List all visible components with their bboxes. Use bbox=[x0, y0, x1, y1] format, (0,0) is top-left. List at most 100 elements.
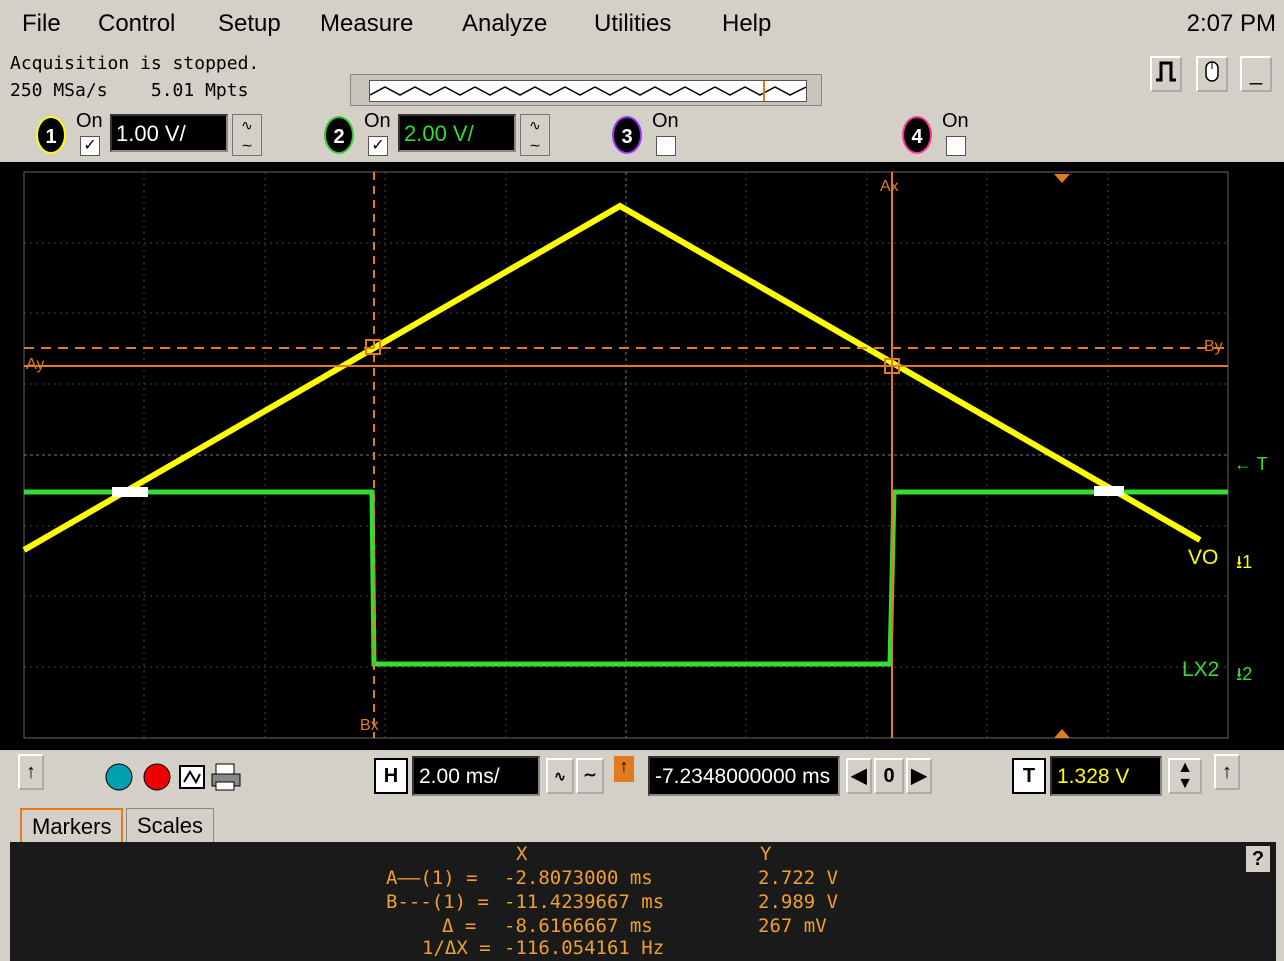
channel-1-scale[interactable]: 1.00 V/ bbox=[110, 114, 228, 152]
marker-readout-panel: X Y A——(1) = -2.8073000 ms 2.722 V B---(… bbox=[10, 842, 1276, 961]
delay-field[interactable]: -7.2348000000 ms bbox=[648, 756, 840, 796]
channel-4-badge[interactable]: 4 bbox=[902, 116, 932, 154]
single-button[interactable] bbox=[178, 764, 206, 795]
clock: 2:07 PM bbox=[1186, 10, 1276, 37]
delay-zero-button[interactable]: 0 bbox=[874, 758, 904, 794]
marker-b-x: -11.4239667 ms bbox=[504, 891, 665, 913]
delay-right-button[interactable]: ▶ bbox=[906, 758, 932, 794]
menu-control[interactable]: Control bbox=[98, 10, 176, 37]
help-button[interactable]: ? bbox=[1246, 846, 1270, 872]
channel-2-label: LX2 bbox=[1182, 658, 1220, 681]
mouse-mode-button[interactable] bbox=[1196, 56, 1228, 92]
delay-reference-icon: ↑ bbox=[614, 756, 634, 782]
marker-bx-label: Bx bbox=[360, 717, 379, 734]
channel-1-checkbox[interactable]: ✓ bbox=[80, 136, 100, 156]
channel-2-badge[interactable]: 2 bbox=[324, 116, 354, 154]
channel-3-badge[interactable]: 3 bbox=[612, 116, 642, 154]
channel-4-checkbox[interactable] bbox=[946, 136, 966, 156]
marker-a-handle[interactable] bbox=[884, 358, 900, 374]
waveform-mode-button[interactable] bbox=[1150, 56, 1182, 92]
printer-icon bbox=[211, 763, 241, 791]
minimize-icon: _ bbox=[1249, 60, 1263, 85]
marker-delta-label: Δ = bbox=[442, 915, 477, 937]
marker-delta-y: 267 mV bbox=[758, 915, 827, 937]
spinner-arrows-icon: ▲ ▼ bbox=[1177, 759, 1193, 792]
print-button[interactable] bbox=[210, 762, 242, 797]
trace-overlap-left bbox=[112, 487, 148, 497]
trigger-level-spinner[interactable]: ▲ ▼ bbox=[1168, 758, 1202, 794]
minimize-button[interactable]: _ bbox=[1240, 56, 1272, 92]
channel-2-ground-marker[interactable]: ⭳2 bbox=[1236, 664, 1253, 684]
marker-a-y: 2.722 V bbox=[758, 867, 839, 889]
menu-file[interactable]: File bbox=[22, 10, 61, 37]
channel-1-badge[interactable]: 1 bbox=[36, 116, 66, 154]
status-line-2: 250 MSa/s 5.01 Mpts bbox=[10, 80, 249, 101]
marker-inverse-delta-label: 1/ΔX = bbox=[422, 937, 491, 959]
menu-analyze[interactable]: Analyze bbox=[462, 10, 548, 37]
delay-left-button[interactable]: ◀ bbox=[846, 758, 872, 794]
wave-icon: ∼ bbox=[583, 767, 597, 784]
pulse-icon bbox=[1156, 61, 1176, 82]
trigger-position-top[interactable] bbox=[1054, 174, 1070, 183]
overview-window bbox=[369, 80, 807, 102]
trigger-label: T bbox=[1012, 758, 1046, 794]
marker-header-y: Y bbox=[760, 843, 772, 865]
menu-bar: File Control Setup Measure Analyze Utili… bbox=[0, 0, 1284, 46]
marker-a-label: A——(1) = bbox=[386, 867, 478, 889]
channel-3-on-label: On bbox=[652, 110, 679, 132]
expand-left-button[interactable]: ↑ bbox=[18, 754, 44, 790]
channel-1-scale-spinner[interactable]: ∿ ∼ bbox=[232, 114, 262, 156]
marker-ay-label: Ay bbox=[26, 356, 45, 373]
channel-2-checkbox[interactable]: ✓ bbox=[368, 136, 388, 156]
channel-3-checkbox[interactable] bbox=[656, 136, 676, 156]
expand-right-button[interactable]: ↑ bbox=[1214, 754, 1240, 790]
channel-2-trace bbox=[24, 489, 1228, 667]
scope-display[interactable]: Ax Bx Ay By ← T VO ⭳1 LX2 ⭳2 bbox=[0, 162, 1284, 750]
channel-1-label: VO bbox=[1188, 546, 1219, 569]
horizontal-fine-button[interactable]: ∿ bbox=[546, 758, 574, 794]
tab-strip: Markers Scales bbox=[0, 806, 1284, 844]
channel-2-on-label: On bbox=[364, 110, 391, 132]
run-circle-icon bbox=[105, 763, 133, 791]
marker-header-x: X bbox=[516, 843, 528, 865]
menu-utilities[interactable]: Utilities bbox=[594, 10, 672, 37]
mouse-icon bbox=[1205, 61, 1219, 82]
menu-help[interactable]: Help bbox=[722, 10, 772, 37]
horizontal-scale-field[interactable]: 2.00 ms/ bbox=[412, 756, 540, 796]
channel-4-on-label: On bbox=[942, 110, 969, 132]
arrow-left-icon: ◀ bbox=[851, 765, 867, 787]
arrow-up-icon: ↑ bbox=[1222, 761, 1232, 783]
horizontal-coarse-button[interactable]: ∼ bbox=[576, 758, 604, 794]
marker-by-label: By bbox=[1204, 338, 1223, 355]
arrow-right-icon: ▶ bbox=[911, 765, 927, 787]
single-icon bbox=[179, 765, 205, 789]
stop-circle-icon bbox=[143, 763, 171, 791]
marker-ax-label: Ax bbox=[880, 178, 899, 195]
channel-1-on-label: On bbox=[76, 110, 103, 132]
status-line-1: Acquisition is stopped. bbox=[10, 53, 260, 74]
trigger-position-bottom[interactable] bbox=[1054, 729, 1070, 738]
tab-scales[interactable]: Scales bbox=[126, 808, 215, 843]
tab-markers[interactable]: Markers bbox=[20, 808, 124, 844]
menu-setup[interactable]: Setup bbox=[218, 10, 281, 37]
stop-button[interactable] bbox=[142, 762, 172, 797]
waveform-overview[interactable] bbox=[350, 74, 822, 106]
trace-overlap-right bbox=[1094, 486, 1124, 496]
overview-trace bbox=[369, 81, 807, 101]
channel-1-trace bbox=[22, 202, 1202, 553]
marker-b-y: 2.989 V bbox=[758, 891, 839, 913]
acquisition-status: Acquisition is stopped. 250 MSa/s 5.01 M… bbox=[10, 50, 330, 101]
trigger-level-field[interactable]: 1.328 V bbox=[1050, 756, 1162, 796]
channel-2-scale[interactable]: 2.00 V/ bbox=[398, 114, 516, 152]
marker-inverse-delta-x: -116.054161 Hz bbox=[504, 937, 665, 959]
channel-2-scale-spinner[interactable]: ∿ ∼ bbox=[520, 114, 550, 156]
arrow-up-icon: ↑ bbox=[26, 761, 36, 783]
channel-1-ground-marker[interactable]: ⭳1 bbox=[1236, 552, 1253, 572]
run-button[interactable] bbox=[104, 762, 134, 797]
waveform-graticule bbox=[22, 171, 1229, 739]
menu-measure[interactable]: Measure bbox=[320, 10, 414, 37]
marker-b-label: B---(1) = bbox=[386, 891, 489, 913]
marker-a-x: -2.8073000 ms bbox=[504, 867, 653, 889]
marker-b-handle[interactable] bbox=[365, 339, 381, 355]
trigger-level-marker[interactable]: ← T bbox=[1234, 454, 1268, 474]
